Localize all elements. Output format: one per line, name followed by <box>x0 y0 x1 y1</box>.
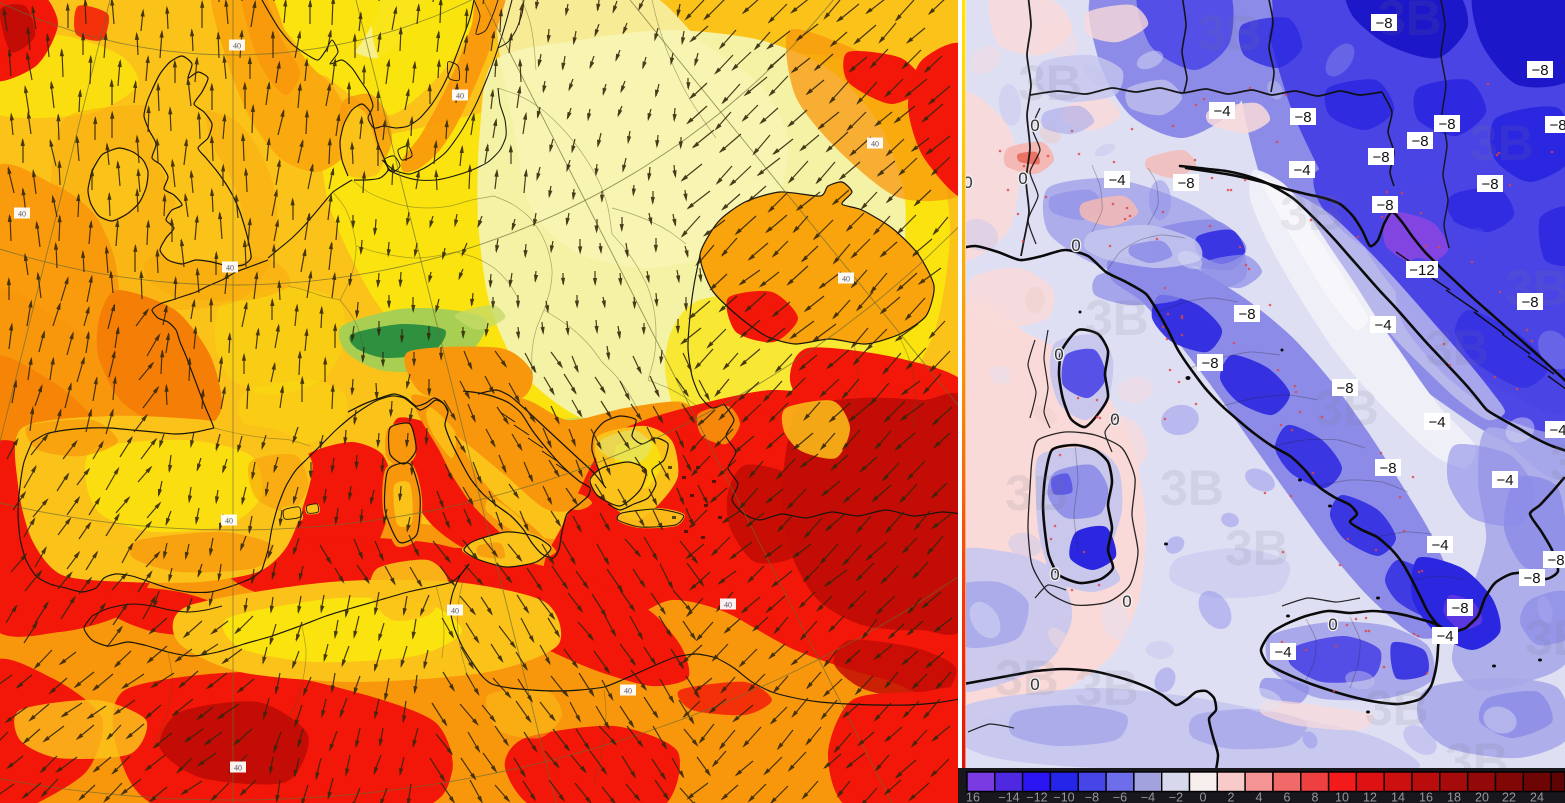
svg-text:40: 40 <box>456 92 464 101</box>
svg-text:40: 40 <box>226 264 234 273</box>
svg-text:0: 0 <box>1071 236 1080 255</box>
svg-text:4: 4 <box>1256 791 1263 803</box>
svg-text:24: 24 <box>1530 791 1544 803</box>
svg-text:12: 12 <box>1363 791 1377 803</box>
svg-text:−8: −8 <box>1238 306 1255 323</box>
svg-text:0: 0 <box>1050 565 1059 584</box>
svg-text:−8: −8 <box>1531 62 1548 79</box>
svg-text:−8: −8 <box>1375 15 1392 32</box>
svg-text:40: 40 <box>451 607 459 616</box>
svg-text:−8: −8 <box>1521 294 1538 311</box>
svg-text:10: 10 <box>1335 791 1349 803</box>
svg-text:3B: 3B <box>1198 5 1262 61</box>
svg-text:−12: −12 <box>1026 791 1047 803</box>
svg-text:3B: 3B <box>1225 520 1289 576</box>
svg-text:3B: 3B <box>1525 610 1565 666</box>
svg-text:−8: −8 <box>1201 355 1218 372</box>
svg-text:−8: −8 <box>1379 460 1396 477</box>
svg-text:−8: −8 <box>1523 570 1540 587</box>
svg-text:−8: −8 <box>1547 552 1564 569</box>
svg-text:−8: −8 <box>1294 109 1311 126</box>
svg-text:40: 40 <box>234 764 242 773</box>
svg-text:−2: −2 <box>1169 791 1183 803</box>
svg-text:0: 0 <box>1200 791 1207 803</box>
svg-text:−8: −8 <box>1177 175 1194 192</box>
svg-text:−4: −4 <box>1274 644 1291 661</box>
svg-text:−8: −8 <box>1085 791 1099 803</box>
svg-text:3B: 3B <box>1005 465 1069 521</box>
svg-text:40: 40 <box>233 42 241 51</box>
svg-text:−4: −4 <box>1431 537 1448 554</box>
svg-text:−8: −8 <box>1438 116 1455 133</box>
svg-text:−8: −8 <box>1372 149 1389 166</box>
svg-text:14: 14 <box>1391 791 1405 803</box>
svg-text:8: 8 <box>1312 791 1319 803</box>
svg-text:−8: −8 <box>1549 117 1565 134</box>
svg-text:18: 18 <box>1447 791 1461 803</box>
svg-text:−4: −4 <box>1549 422 1565 439</box>
svg-text:2: 2 <box>1228 791 1235 803</box>
svg-text:0: 0 <box>1328 615 1337 634</box>
svg-text:−8: −8 <box>1336 380 1353 397</box>
svg-text:6: 6 <box>1284 791 1291 803</box>
svg-text:−4: −4 <box>1141 791 1155 803</box>
svg-text:0: 0 <box>1122 592 1131 611</box>
svg-text:3B: 3B <box>1365 680 1429 736</box>
svg-text:3B: 3B <box>1018 55 1082 111</box>
svg-text:22: 22 <box>1502 791 1516 803</box>
svg-text:3B: 3B <box>1085 290 1149 346</box>
svg-text:−8: −8 <box>1481 176 1498 193</box>
svg-text:−4: −4 <box>1428 414 1445 431</box>
svg-text:−4: −4 <box>1496 472 1513 489</box>
svg-text:3B: 3B <box>1425 320 1489 376</box>
svg-text:0: 0 <box>963 173 972 192</box>
svg-text:40: 40 <box>225 517 233 526</box>
svg-text:20: 20 <box>1475 791 1489 803</box>
svg-text:0: 0 <box>1054 345 1063 364</box>
svg-text:40: 40 <box>18 210 26 219</box>
svg-text:−14: −14 <box>998 791 1019 803</box>
svg-text:−10: −10 <box>1053 791 1074 803</box>
svg-text:−4: −4 <box>1108 172 1125 189</box>
svg-text:0: 0 <box>1018 169 1027 188</box>
svg-text:0: 0 <box>1030 675 1039 694</box>
svg-text:−4: −4 <box>1436 628 1453 645</box>
svg-text:3B: 3B <box>1550 435 1565 491</box>
svg-text:−8: −8 <box>1451 600 1468 617</box>
svg-text:40: 40 <box>871 140 879 149</box>
svg-text:3B: 3B <box>1470 115 1534 171</box>
svg-text:−4: −4 <box>1293 162 1310 179</box>
svg-text:−12: −12 <box>1409 262 1434 279</box>
svg-text:0: 0 <box>1110 410 1119 429</box>
svg-text:0: 0 <box>1030 116 1039 135</box>
svg-text:−4: −4 <box>1374 317 1391 334</box>
svg-text:−6: −6 <box>1113 791 1127 803</box>
svg-text:3B: 3B <box>995 650 1059 706</box>
svg-text:16: 16 <box>1419 791 1433 803</box>
svg-text:40: 40 <box>724 601 732 610</box>
svg-text:40: 40 <box>624 687 632 696</box>
svg-text:3B: 3B <box>1160 460 1224 516</box>
svg-text:−8: −8 <box>1411 133 1428 150</box>
svg-text:−8: −8 <box>1376 197 1393 214</box>
svg-text:16: 16 <box>966 791 980 803</box>
svg-text:3B: 3B <box>1445 733 1509 789</box>
svg-text:40: 40 <box>842 275 850 284</box>
svg-text:3B: 3B <box>1075 660 1139 716</box>
svg-text:−4: −4 <box>1213 103 1230 120</box>
svg-text:3B: 3B <box>1280 185 1344 241</box>
